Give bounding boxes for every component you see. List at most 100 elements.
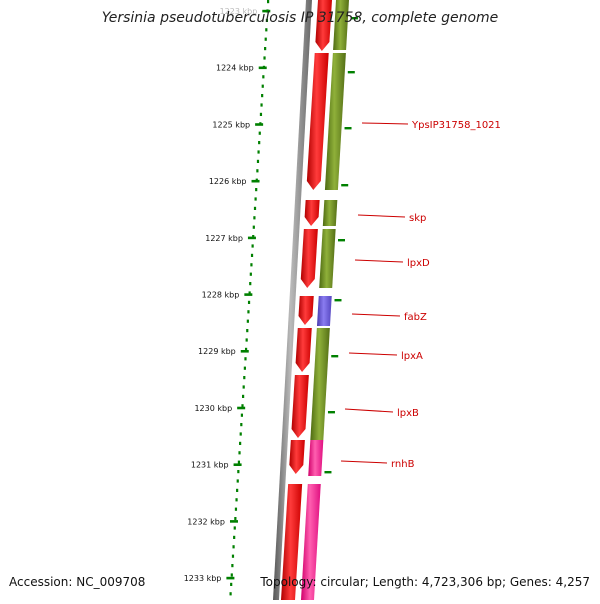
ruler-dot <box>261 84 264 88</box>
ruler-dot <box>249 282 252 286</box>
ruler-dot <box>252 225 255 229</box>
ruler-dot <box>241 404 244 408</box>
cds-feature <box>298 296 314 325</box>
cds-feature <box>295 328 312 372</box>
ruler-tick <box>244 293 253 296</box>
ruler-dot <box>247 310 250 314</box>
ruler-tick <box>251 179 260 183</box>
ruler-dot <box>259 112 263 116</box>
ruler-tick <box>255 123 264 126</box>
ruler-dot <box>231 564 234 568</box>
ruler-dot <box>239 432 242 436</box>
cog-feature <box>308 440 324 476</box>
gene-label-leader <box>357 214 406 218</box>
ruler-dot <box>236 479 239 483</box>
ruler-dot <box>234 517 237 521</box>
cds-feature <box>300 229 318 288</box>
ruler-dot <box>250 263 253 267</box>
ruler-dot <box>230 582 233 586</box>
cog-feature <box>324 53 346 190</box>
page-title: Yersinia pseudotuberculosis IP 31758, co… <box>101 10 499 26</box>
ruler-dot <box>265 18 269 22</box>
ruler-tick-label: 1232 kbp <box>187 517 225 526</box>
ruler-dot <box>237 470 240 474</box>
ruler-dot <box>253 216 256 220</box>
cds-feature <box>315 0 332 51</box>
ruler-dot <box>248 291 251 295</box>
genome-summary-text: Topology: circular; Length: 4,723,306 bp… <box>260 575 590 589</box>
ruler-dot <box>254 197 257 201</box>
ruler-tick-label: 1224 kbp <box>216 64 254 73</box>
outer-tick <box>341 184 349 187</box>
outer-tick <box>347 71 355 74</box>
ruler-tick <box>229 520 238 523</box>
gene-label-leader <box>361 122 409 125</box>
ruler-dot <box>239 441 242 445</box>
outer-tick <box>324 471 332 474</box>
outer-tick <box>327 411 335 414</box>
ruler-tick <box>226 576 235 580</box>
ruler-dot <box>231 554 235 558</box>
outer-tick <box>350 17 358 20</box>
ruler-dot <box>247 300 251 304</box>
accession-text: Accession: NC_009708 <box>9 575 146 589</box>
ruler-dot <box>235 498 238 502</box>
ruler-tick-label: 1227 kbp <box>205 234 243 243</box>
cog-feature <box>316 296 332 326</box>
ruler-dot <box>264 47 267 51</box>
ruler-dot <box>232 545 235 549</box>
ruler-dot <box>237 460 241 464</box>
ruler-dot <box>264 37 267 41</box>
cog-feature <box>333 0 349 50</box>
ruler-dot <box>246 319 249 323</box>
ruler-dot <box>238 451 241 455</box>
outer-tick <box>338 239 345 242</box>
ruler-tick-label: 1229 kbp <box>198 347 236 356</box>
ruler-dot <box>250 253 254 257</box>
ruler-dot <box>262 75 265 79</box>
ruler-dot <box>243 366 246 370</box>
ruler-dot <box>263 56 266 60</box>
outer-tick <box>334 299 342 302</box>
ruler-dot <box>261 94 264 98</box>
gene-label: YpsIP31758_1021 <box>411 120 501 131</box>
ruler-tick <box>262 9 271 13</box>
cds-feature <box>289 440 305 474</box>
ruler-dot <box>249 272 252 276</box>
ruler-tick-label: 1230 kbp <box>194 404 232 413</box>
outer-tick <box>331 355 339 358</box>
ruler-dot <box>241 394 245 398</box>
gene-label-leader <box>351 313 401 317</box>
ruler-dot <box>251 244 254 248</box>
ruler-dot <box>267 0 270 4</box>
ruler-dot <box>229 592 232 596</box>
ruler-dot <box>257 150 260 154</box>
gene-label: lpxA <box>401 351 423 362</box>
ruler-tick-label: 1225 kbp <box>212 120 250 129</box>
ruler-tick-label: 1228 kbp <box>202 291 240 300</box>
ruler-dot <box>265 28 268 32</box>
ruler-dot <box>244 357 247 361</box>
ruler-dot <box>246 329 249 333</box>
gene-label: lpxD <box>407 258 430 269</box>
gene-label-leader <box>340 460 388 464</box>
cog-feature <box>301 484 321 600</box>
outer-tick <box>344 127 352 130</box>
ruler-dot <box>256 169 259 173</box>
cds-feature <box>304 200 320 226</box>
cog-feature <box>310 328 330 440</box>
ruler-dot <box>253 206 257 210</box>
cds-feature <box>306 53 329 190</box>
cds-feature <box>291 375 309 438</box>
ruler-dot <box>260 103 263 107</box>
ruler-dot <box>243 376 246 380</box>
ruler-dot <box>256 159 260 163</box>
gene-label-leader <box>354 259 404 263</box>
ruler-dot <box>258 131 261 135</box>
gene-label-leader <box>344 408 394 413</box>
ruler-dot <box>242 385 245 389</box>
ruler-tick-label: 1223 kbp <box>220 7 258 16</box>
ruler-tick <box>247 236 256 240</box>
gene-label: lpxB <box>397 408 419 419</box>
